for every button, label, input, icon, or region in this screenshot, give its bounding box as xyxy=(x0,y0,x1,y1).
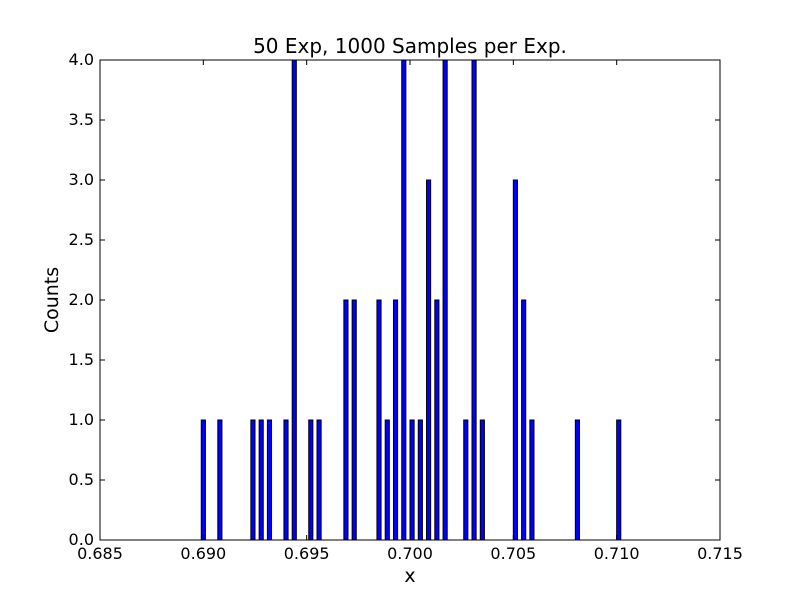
histogram-bar xyxy=(434,299,440,541)
histogram-bar xyxy=(409,419,415,541)
histogram-bar xyxy=(426,179,432,541)
histogram-bar xyxy=(401,59,407,541)
y-tick-label: 3.5 xyxy=(69,110,94,129)
histogram-bar xyxy=(308,419,314,541)
x-tick-label: 0.705 xyxy=(490,544,536,563)
histogram-bar xyxy=(351,299,357,541)
histogram-bar xyxy=(442,59,448,541)
chart-title: 50 Exp, 1000 Samples per Exp. xyxy=(253,34,567,58)
y-tick-label: 0.5 xyxy=(69,470,94,489)
histogram-bar xyxy=(392,299,399,541)
histogram-bar xyxy=(283,419,289,541)
x-tick-label: 0.685 xyxy=(77,544,123,563)
y-tick-label: 4.0 xyxy=(69,50,94,69)
y-tick-label: 2.0 xyxy=(69,290,94,309)
x-ticks-layer: 0.685 0.690 0.695 0.700 0.705 0.710 0.715 xyxy=(77,60,743,563)
histogram-bar xyxy=(529,419,535,541)
histogram-bar xyxy=(471,59,477,541)
y-tick-label: 0.0 xyxy=(69,530,94,549)
y-tick-label: 2.5 xyxy=(69,230,94,249)
histogram-bar xyxy=(417,419,423,541)
x-tick-label: 0.715 xyxy=(697,544,743,563)
histogram-bar xyxy=(574,419,580,541)
histogram-bar xyxy=(258,419,264,541)
histogram-bar xyxy=(291,59,297,541)
histogram-bar xyxy=(463,419,469,541)
histogram-bar xyxy=(521,299,527,541)
y-tick-label: 3.0 xyxy=(69,170,94,189)
histogram-bar xyxy=(200,419,206,541)
histogram-bar xyxy=(376,299,382,541)
histogram-bar xyxy=(250,419,256,541)
y-tick-label: 1.5 xyxy=(69,350,94,369)
x-tick-label: 0.695 xyxy=(284,544,330,563)
histogram-bar xyxy=(217,419,223,541)
y-tick-label: 1.0 xyxy=(69,410,94,429)
y-axis-label: Counts xyxy=(41,267,63,333)
x-tick-label: 0.710 xyxy=(594,544,640,563)
y-ticks-layer: 0.0 0.5 1.0 1.5 2.0 2.5 3.0 3.5 4.0 xyxy=(69,50,720,549)
histogram-bar xyxy=(616,419,622,541)
histogram-bar xyxy=(512,179,518,541)
histogram-bar xyxy=(479,419,485,541)
x-axis-label: x xyxy=(404,565,415,587)
x-tick-label: 0.690 xyxy=(180,544,226,563)
histogram-bar xyxy=(343,299,349,541)
histogram-bar xyxy=(316,419,322,541)
x-tick-label: 0.700 xyxy=(387,544,433,563)
histogram-bar xyxy=(266,419,273,541)
histogram-bar xyxy=(384,419,390,541)
